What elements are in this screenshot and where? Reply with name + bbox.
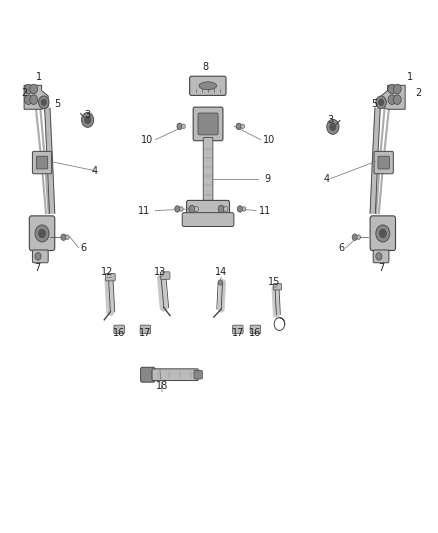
- Circle shape: [376, 225, 390, 242]
- Circle shape: [330, 123, 336, 131]
- Circle shape: [25, 84, 32, 94]
- FancyBboxPatch shape: [187, 200, 230, 218]
- Circle shape: [30, 84, 38, 94]
- FancyBboxPatch shape: [378, 156, 389, 169]
- FancyBboxPatch shape: [190, 76, 226, 95]
- FancyBboxPatch shape: [32, 250, 48, 263]
- FancyBboxPatch shape: [203, 138, 213, 206]
- Circle shape: [224, 206, 228, 212]
- Text: 4: 4: [91, 166, 97, 175]
- FancyBboxPatch shape: [114, 325, 124, 334]
- Circle shape: [327, 119, 339, 134]
- Circle shape: [182, 124, 185, 128]
- Circle shape: [237, 206, 243, 212]
- FancyBboxPatch shape: [106, 273, 115, 281]
- Text: 3: 3: [85, 110, 91, 119]
- Circle shape: [352, 234, 357, 240]
- Text: 6: 6: [80, 243, 86, 253]
- FancyBboxPatch shape: [160, 272, 170, 279]
- Circle shape: [30, 95, 38, 104]
- Circle shape: [189, 205, 195, 213]
- Polygon shape: [381, 85, 405, 109]
- Circle shape: [393, 84, 401, 94]
- FancyBboxPatch shape: [29, 216, 55, 251]
- Circle shape: [218, 280, 223, 285]
- Circle shape: [35, 253, 41, 260]
- Circle shape: [61, 234, 66, 240]
- Text: 7: 7: [378, 263, 384, 272]
- Text: 17: 17: [139, 328, 152, 338]
- Text: 2: 2: [21, 88, 27, 98]
- Circle shape: [175, 206, 180, 212]
- Circle shape: [241, 124, 244, 128]
- Circle shape: [41, 99, 46, 106]
- FancyBboxPatch shape: [152, 369, 198, 381]
- FancyBboxPatch shape: [32, 151, 52, 174]
- FancyBboxPatch shape: [198, 113, 218, 135]
- Circle shape: [388, 84, 396, 94]
- FancyBboxPatch shape: [36, 156, 48, 169]
- Circle shape: [35, 225, 49, 242]
- Circle shape: [376, 253, 382, 260]
- Circle shape: [236, 123, 241, 130]
- Circle shape: [376, 96, 386, 109]
- Circle shape: [177, 123, 182, 130]
- Text: 15: 15: [268, 278, 280, 287]
- Text: 16: 16: [113, 328, 125, 338]
- Circle shape: [378, 99, 384, 106]
- FancyBboxPatch shape: [370, 216, 396, 251]
- Circle shape: [388, 95, 396, 104]
- Text: 5: 5: [54, 99, 60, 109]
- Circle shape: [25, 95, 32, 104]
- Text: 9: 9: [264, 174, 270, 183]
- Polygon shape: [370, 163, 378, 213]
- FancyBboxPatch shape: [194, 370, 202, 379]
- Text: 4: 4: [323, 174, 329, 183]
- Text: 8: 8: [203, 62, 209, 71]
- Text: 11: 11: [138, 206, 151, 215]
- Text: 11: 11: [259, 206, 271, 215]
- Circle shape: [218, 205, 224, 213]
- Text: 2: 2: [415, 88, 421, 98]
- Polygon shape: [24, 85, 48, 109]
- Text: 17: 17: [232, 328, 244, 338]
- Text: 1: 1: [36, 72, 42, 82]
- Text: 1: 1: [406, 72, 413, 82]
- Circle shape: [242, 207, 246, 211]
- Text: 14: 14: [215, 267, 227, 277]
- FancyBboxPatch shape: [373, 250, 389, 263]
- FancyBboxPatch shape: [233, 325, 243, 334]
- FancyBboxPatch shape: [182, 213, 234, 227]
- Circle shape: [39, 229, 46, 238]
- Text: 12: 12: [101, 267, 113, 277]
- Circle shape: [393, 95, 401, 104]
- Circle shape: [180, 207, 183, 211]
- Circle shape: [194, 206, 198, 212]
- Text: 16: 16: [249, 328, 261, 338]
- FancyBboxPatch shape: [193, 107, 223, 141]
- Text: 7: 7: [34, 263, 40, 272]
- FancyBboxPatch shape: [250, 325, 261, 334]
- FancyBboxPatch shape: [141, 367, 155, 382]
- Polygon shape: [372, 108, 380, 163]
- Circle shape: [66, 235, 69, 239]
- Ellipse shape: [199, 82, 216, 90]
- Text: 10: 10: [263, 135, 276, 144]
- Circle shape: [81, 112, 94, 127]
- Polygon shape: [47, 163, 55, 213]
- FancyBboxPatch shape: [273, 284, 282, 290]
- Text: 6: 6: [339, 243, 345, 253]
- Circle shape: [85, 116, 91, 124]
- Text: 3: 3: [328, 115, 334, 125]
- Circle shape: [357, 235, 360, 239]
- Polygon shape: [45, 108, 53, 163]
- Text: 18: 18: [156, 382, 168, 391]
- FancyBboxPatch shape: [140, 325, 151, 334]
- Text: 13: 13: [154, 267, 166, 277]
- Text: 10: 10: [141, 135, 153, 144]
- FancyBboxPatch shape: [374, 151, 393, 174]
- Circle shape: [379, 229, 386, 238]
- Circle shape: [39, 96, 49, 109]
- Text: 5: 5: [371, 99, 378, 109]
